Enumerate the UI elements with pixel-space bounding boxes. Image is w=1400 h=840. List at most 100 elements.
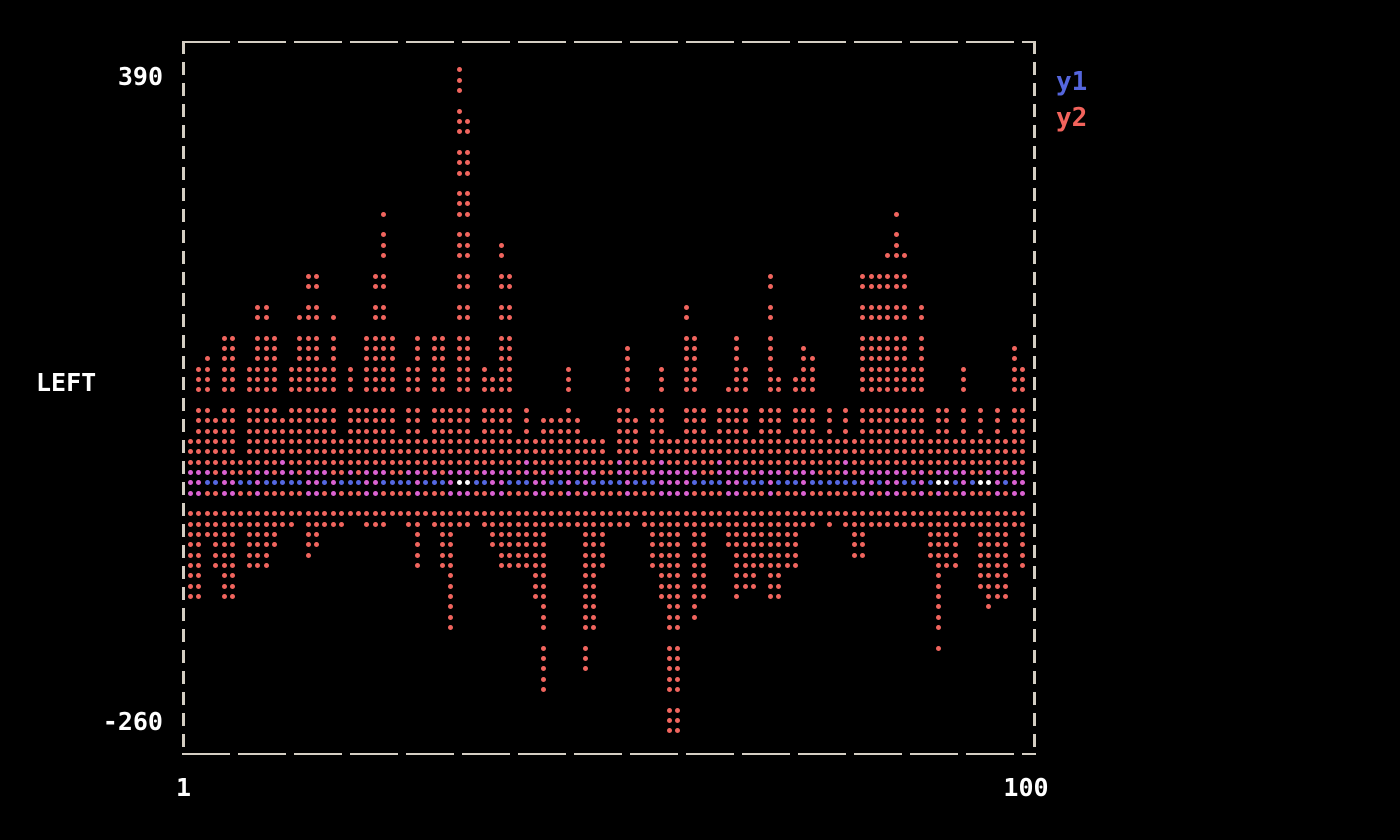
data-point: [658, 418, 664, 424]
data-point: [406, 408, 412, 414]
data-point: [213, 470, 219, 475]
data-point: [263, 418, 269, 424]
data-point: [381, 273, 387, 279]
data-point: [700, 521, 706, 527]
data-point: [507, 315, 513, 321]
data-point: [498, 563, 504, 568]
data-point: [801, 459, 807, 465]
data-point: [532, 470, 538, 475]
data-point: [549, 428, 555, 434]
data-point: [389, 366, 395, 372]
data-point: [229, 583, 235, 589]
data-point: [297, 470, 303, 475]
data-point: [624, 511, 630, 517]
data-point: [271, 418, 277, 424]
data-point: [389, 511, 395, 517]
data-point: [1011, 490, 1017, 496]
data-point: [624, 377, 630, 383]
data-point: [465, 191, 471, 197]
data-point: [414, 335, 420, 341]
data-point: [952, 552, 958, 558]
data-point: [666, 718, 672, 723]
data-point: [961, 428, 967, 434]
data-point: [515, 449, 521, 455]
data-point: [465, 428, 471, 434]
data-point: [406, 459, 412, 465]
data-point: [364, 387, 370, 393]
data-point: [372, 346, 378, 352]
data-point: [465, 356, 471, 362]
data-point: [776, 418, 782, 424]
data-point: [524, 408, 530, 414]
data-point: [456, 490, 462, 496]
data-point: [868, 273, 874, 279]
data-point: [305, 346, 311, 352]
data-point: [675, 470, 681, 475]
data-point: [356, 470, 361, 475]
data-point: [885, 284, 891, 290]
data-point: [574, 459, 580, 465]
data-point: [187, 542, 193, 548]
data-point: [507, 346, 513, 352]
data-point: [356, 408, 361, 414]
data-point: [398, 511, 403, 517]
data-point: [835, 470, 840, 475]
data-point: [196, 573, 202, 579]
data-point: [961, 366, 967, 372]
legend-entry-y1: y1: [1056, 67, 1088, 97]
data-point: [490, 521, 496, 527]
data-point: [935, 511, 941, 517]
data-point: [893, 449, 899, 455]
data-point: [381, 418, 387, 424]
data-point: [364, 480, 370, 486]
data-point: [414, 470, 420, 475]
data-point: [465, 439, 471, 444]
data-point: [347, 387, 353, 393]
data-point: [1011, 470, 1017, 475]
data-point: [851, 480, 857, 486]
data-point: [1019, 449, 1025, 455]
data-point: [1003, 563, 1009, 568]
data-point: [893, 315, 899, 321]
data-point: [893, 439, 899, 444]
data-point: [994, 418, 1000, 424]
data-point: [448, 449, 454, 455]
data-point: [658, 490, 664, 496]
data-point: [784, 532, 790, 537]
data-point: [322, 387, 328, 393]
data-point: [801, 377, 807, 383]
data-point: [389, 459, 395, 465]
data-point: [666, 521, 672, 527]
data-point: [339, 459, 345, 465]
data-point: [431, 480, 437, 486]
data-point: [330, 335, 336, 341]
data-point: [658, 449, 664, 455]
data-point: [582, 552, 588, 558]
data-point: [919, 377, 924, 383]
data-point: [986, 594, 992, 599]
data-point: [314, 377, 319, 383]
data-point: [793, 480, 798, 486]
data-point: [700, 428, 706, 434]
data-point: [498, 273, 504, 279]
data-point: [204, 366, 210, 372]
data-point: [734, 563, 740, 568]
data-point: [271, 356, 277, 362]
data-point: [582, 542, 588, 548]
data-point: [238, 511, 244, 517]
data-point: [952, 449, 958, 455]
data-point: [372, 304, 378, 310]
data-point: [246, 418, 252, 424]
data-point: [692, 418, 698, 424]
data-point: [456, 480, 462, 486]
data-point: [767, 583, 773, 589]
data-point: [456, 191, 462, 197]
data-point: [986, 511, 992, 517]
data-point: [297, 480, 303, 486]
data-point: [742, 387, 748, 393]
data-point: [305, 335, 311, 341]
data-point: [314, 418, 319, 424]
data-point: [314, 439, 319, 444]
data-point: [675, 480, 681, 486]
data-point: [582, 573, 588, 579]
